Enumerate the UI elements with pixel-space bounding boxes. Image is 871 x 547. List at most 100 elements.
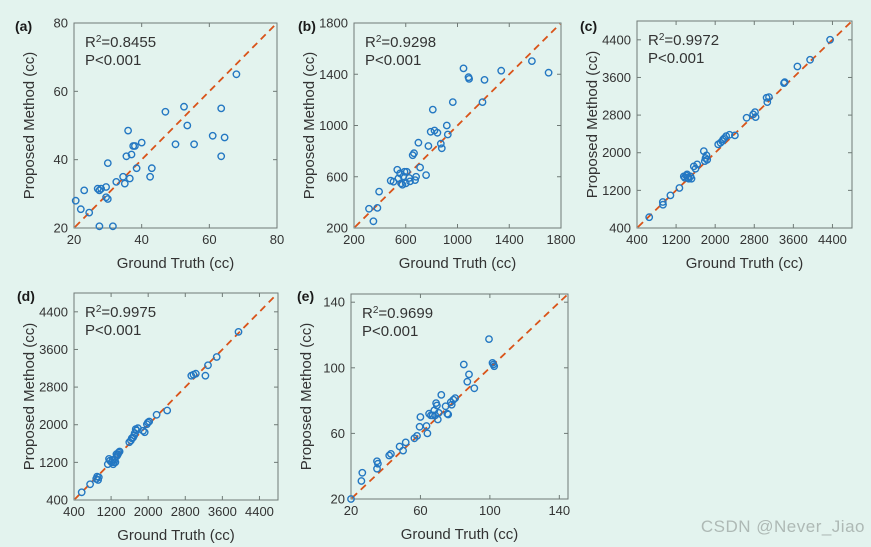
scatter-point — [125, 174, 134, 183]
y-axis-label: Proposed Method (cc) — [21, 323, 38, 471]
scatter-point — [434, 408, 443, 417]
x-tick-label: 200 — [343, 232, 365, 247]
y-tick-label: 200 — [326, 221, 348, 236]
scatter-point — [80, 186, 89, 195]
y-tick-label: 100 — [323, 360, 345, 375]
scatter-point — [127, 150, 136, 159]
x-tick-label: 4400 — [245, 504, 274, 519]
scatter-point — [451, 394, 460, 402]
scatter-point — [190, 140, 199, 149]
scatter-point — [347, 495, 355, 503]
scatter-point — [442, 121, 451, 130]
scatter-point — [365, 204, 373, 213]
scatter-point — [102, 183, 111, 191]
scatter-point — [437, 390, 446, 399]
x-tick-label: 3600 — [779, 232, 808, 247]
panel-letter: (c) — [580, 18, 597, 34]
x-tick-label: 1800 — [547, 232, 576, 247]
r2-annotation: R2=0.9699 — [362, 305, 433, 322]
panel-letter: (b) — [298, 18, 316, 34]
scatter-point — [687, 174, 696, 183]
y-tick-label: 1200 — [602, 183, 631, 198]
scatter-point — [422, 422, 431, 430]
scatter-point — [171, 140, 180, 149]
r2-annotation: R2=0.9298 — [365, 34, 436, 51]
scatter-point — [437, 144, 446, 153]
scatter-point — [470, 384, 479, 393]
scatter-point — [465, 370, 473, 379]
scatter-point — [112, 177, 121, 186]
x-tick-label: 100 — [479, 503, 501, 518]
axis-box — [350, 293, 569, 500]
scatter-point — [497, 66, 506, 75]
scatter-point — [93, 184, 102, 193]
scatter-point — [395, 442, 404, 451]
scatter-point — [208, 131, 217, 140]
scatter-point — [139, 426, 148, 435]
x-tick-label: 4400 — [818, 232, 847, 247]
scatter-point — [386, 449, 395, 458]
scatter-point — [130, 142, 139, 150]
y-tick-label: 1000 — [319, 118, 348, 133]
y-tick-label: 4400 — [602, 32, 631, 47]
x-axis-label: Ground Truth (cc) — [399, 255, 517, 272]
scatter-point — [357, 477, 366, 485]
scatter-point — [120, 179, 129, 188]
scatter-point — [544, 68, 553, 77]
scatter-point — [416, 413, 425, 421]
scatter-point — [220, 133, 229, 142]
x-axis-label: Ground Truth (cc) — [686, 255, 804, 272]
scatter-point — [659, 200, 667, 209]
y-tick-label: 600 — [326, 169, 348, 184]
identity-line — [354, 23, 561, 228]
scatter-point — [97, 184, 106, 193]
scatter-point — [406, 177, 414, 186]
scatter-point — [645, 213, 654, 222]
p-annotation: P<0.001 — [362, 323, 418, 340]
x-axis-label: Ground Truth (cc) — [401, 526, 519, 543]
scatter-point — [399, 446, 407, 455]
scatter-point — [103, 195, 112, 203]
p-annotation: P<0.001 — [365, 52, 421, 69]
p-annotation: P<0.001 — [85, 52, 141, 69]
scatter-point — [751, 113, 760, 122]
y-tick-label: 400 — [609, 221, 631, 236]
panel-letter: (a) — [15, 18, 32, 34]
r2-annotation: R2=0.8455 — [85, 34, 156, 51]
scatter-point — [478, 98, 487, 107]
y-tick-label: 3600 — [39, 342, 68, 357]
scatter-point — [145, 417, 154, 426]
x-tick-label: 60 — [413, 503, 427, 518]
scatter-point — [71, 196, 80, 205]
scatter-point — [449, 395, 458, 404]
y-tick-label: 80 — [54, 16, 68, 31]
scatter-point — [143, 418, 152, 427]
scatter-point — [234, 327, 243, 336]
scatter-point — [124, 126, 133, 135]
scatter-point — [463, 377, 472, 386]
scatter-point — [119, 172, 128, 181]
scatter-point — [423, 429, 432, 438]
y-tick-label: 140 — [323, 295, 345, 310]
scatter-point — [232, 70, 241, 79]
scatter-point — [703, 155, 712, 164]
scatter-point — [490, 362, 499, 371]
scatter-point — [731, 131, 739, 140]
panel-c: 400 1200 2000 2800 3600 4400 400 1200 2000 2800 36… — [580, 18, 853, 272]
y-tick-label: 2800 — [602, 108, 631, 123]
y-tick-label: 60 — [331, 426, 345, 441]
x-tick-label: 40 — [134, 232, 148, 247]
x-axis-label: Ground Truth (cc) — [117, 255, 235, 272]
panel-letter: (d) — [17, 288, 35, 304]
scatter-point — [373, 464, 381, 473]
y-axis-label: Proposed Method (cc) — [584, 51, 601, 199]
scatter-point — [122, 152, 131, 161]
watermark-text: CSDN @Never_Jiao — [700, 517, 865, 536]
x-tick-label: 400 — [626, 232, 648, 247]
y-tick-label: 4400 — [39, 304, 68, 319]
scatter-point — [397, 179, 405, 188]
